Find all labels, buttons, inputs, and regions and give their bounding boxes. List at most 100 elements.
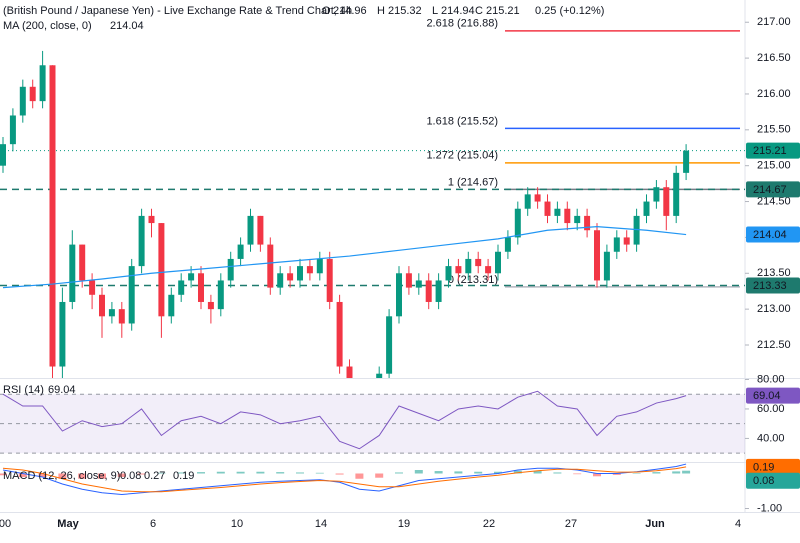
ma-legend-value: 214.04 [110,20,144,32]
macd-histogram [157,472,166,474]
legend-value: 214.94 [441,5,475,17]
candle-body [376,373,383,378]
candle-body [287,273,294,281]
price-badge [746,142,800,159]
price-badge-label: 69.04 [753,390,781,402]
legend-change: 0.25 (+0.12%) [535,5,604,17]
candle-body [435,280,442,302]
macd-histogram [474,471,483,474]
candle-body [663,187,670,216]
macd-histogram [216,471,225,474]
macd-histogram [573,473,582,475]
candle-body [653,187,660,202]
y-tick-label: 60.00 [757,403,785,415]
fib-label: 0 (213.31) [448,274,498,286]
y-tick-label: 216.50 [757,52,791,64]
macd-histogram [58,473,67,479]
fib-label: 1 (214.67) [448,176,498,188]
macd-histogram [296,472,304,474]
candle-body [257,215,264,245]
legend-value: 214.96 [333,5,367,17]
candle-body [534,194,541,202]
macd-legend-signal: 0.19 [173,470,194,482]
candle-body [554,208,561,216]
y-tick-label: 216.00 [757,88,791,100]
macd-histogram [137,473,146,475]
candle-body [405,273,412,288]
main-pane: 2.618 (216.88) 1.618 (215.52) 1.272 (215.0… [0,18,745,378]
price-badge [746,181,800,198]
candle-body [277,273,284,288]
macd-histogram [672,471,681,474]
macd-histogram [414,470,423,474]
macd-legend: MACD (12, 26, close, 9) [3,470,120,482]
candle-body [217,280,224,310]
rsi-line [2,390,687,450]
macd-histogram [593,473,601,477]
candle-body [445,266,452,281]
fib-label: 1.618 (215.52) [426,115,498,127]
candle-body [623,237,630,245]
x-tick-label: 4 [735,518,741,530]
price-badge [746,226,800,243]
candle-body [29,86,36,102]
rsi-band [0,394,745,454]
candle-body [396,273,402,317]
x-tick-label: 00 [0,518,11,530]
macd-histogram [236,471,245,474]
price-badge [746,387,800,404]
overlay: 217.00216.50216.00215.50215.00214.50214.… [0,5,800,530]
price-badge [746,458,800,475]
price-badge-label: 214.04 [753,229,787,241]
candle-body [39,65,46,102]
candle-body [504,237,511,252]
x-tick-label: 22 [483,518,495,530]
candle-body [89,280,96,295]
candle-body [336,301,343,367]
candle-body [643,201,650,216]
x-tick-label: Jun [645,518,665,530]
macd-legend-macd: 0.27 [144,470,165,482]
macd-histogram [315,472,324,474]
candle-body [603,251,610,281]
candle-body [455,266,462,274]
y-tick-label: 215.50 [757,124,791,136]
candle-body [524,194,531,209]
candle-body [415,280,422,288]
y-tick-label: 212.50 [757,339,791,351]
candle-body [544,201,551,216]
candle-body [564,208,571,224]
chart-title: (British Pound / Japanese Yen) - Live Ex… [3,5,352,17]
candle-body [346,366,353,378]
macd-histogram [98,473,106,479]
candle-body [495,251,501,274]
fib-label: 2.618 (216.88) [426,18,498,30]
legend-value: 215.21 [486,5,520,17]
candle-body [49,65,56,367]
macd-histogram [494,471,502,474]
macd-histogram [375,473,384,478]
macd-histogram [632,473,641,474]
candle-body [99,294,105,317]
y-tick-label: 217.00 [757,16,791,28]
candle-body [673,172,680,216]
macd-macd-line [2,463,687,496]
candle-body [237,244,244,259]
candle-body [148,215,155,224]
moving-average [2,226,687,289]
macd-histogram [355,473,364,479]
candle-body [108,309,115,317]
candle-body [198,273,204,302]
candle-body [683,150,690,173]
price-badge-label: 214.67 [753,184,787,196]
rsi-legend: RSI (14) [3,384,44,396]
legend-key: C [475,5,483,17]
macd-histogram [78,473,87,479]
macd-histogram [652,472,661,474]
x-tick-label: 19 [398,518,410,530]
ma-legend: MA (200, close, 0) [3,20,92,32]
macd-histogram [117,473,126,477]
macd-histogram [395,472,403,474]
